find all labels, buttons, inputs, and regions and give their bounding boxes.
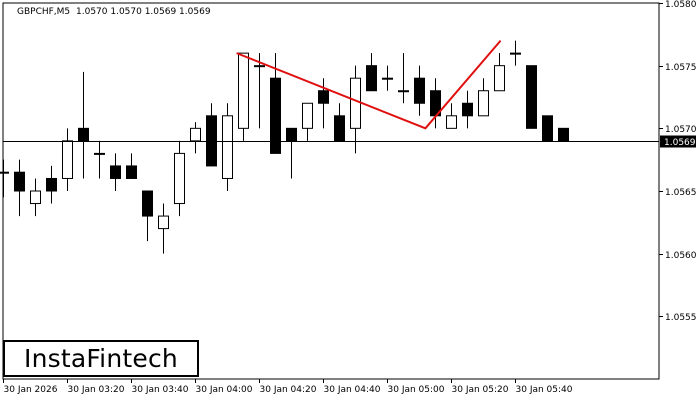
candles-layer <box>0 40 569 254</box>
y-tick-label: 1.0570 <box>665 125 697 135</box>
candle <box>126 153 137 179</box>
candle-body-bull <box>510 52 521 55</box>
logo-text: InstaFintech <box>24 344 178 373</box>
candle-body-bull <box>478 90 489 117</box>
candle-body-bull <box>174 152 185 205</box>
candle-body-bull <box>190 127 201 142</box>
candle <box>302 102 313 141</box>
x-tick-label: 30 Jan 04:00 <box>196 385 253 395</box>
candle <box>318 78 329 129</box>
candle <box>190 122 201 154</box>
candle-body-bull <box>30 190 41 205</box>
candle-body-bull <box>254 65 265 68</box>
candle-body-bear <box>14 171 25 192</box>
candle <box>334 103 345 142</box>
candle-body-bull <box>350 77 361 129</box>
candle-body-bear <box>270 77 281 154</box>
candle <box>398 53 409 104</box>
candle <box>446 103 457 129</box>
candle-body-bear <box>126 165 137 179</box>
candle-body-bear <box>142 190 153 217</box>
double-top-pattern-line <box>236 39 502 130</box>
candle <box>254 53 265 129</box>
logo-box: InstaFintech <box>3 340 199 377</box>
candle-body-bull <box>238 52 249 129</box>
candle-body-bull <box>222 115 233 179</box>
candle <box>110 153 121 191</box>
candle-body-bear <box>46 177 57 192</box>
candle-body-bear <box>318 90 329 104</box>
candle <box>558 127 569 142</box>
candle <box>30 178 41 217</box>
x-tick-label: 30 Jan 05:40 <box>516 385 573 395</box>
y-axis: 1.0580 1.0575 1.0570 1.0565 1.0560 1.0555 <box>659 0 697 323</box>
candle-body-bull <box>302 102 313 129</box>
candle <box>286 127 297 179</box>
plot-area <box>2 2 660 380</box>
candle <box>414 65 425 116</box>
current-price-layer: 1.0569 <box>3 135 696 148</box>
x-axis: 30 Jan 2026 30 Jan 03:20 30 Jan 03:40 30 Ja… <box>3 379 573 395</box>
candle <box>78 71 89 179</box>
candle <box>222 103 233 191</box>
candle <box>366 53 377 92</box>
chart-header-symbol: GBPCHF,M5 <box>17 7 70 17</box>
candle-body-bear <box>542 115 553 142</box>
y-tick-label: 1.0565 <box>665 188 697 198</box>
y-tick-label: 1.0560 <box>665 251 697 261</box>
candle <box>382 65 393 91</box>
chart-header-ohlc: 1.0570 1.0570 1.0569 1.0569 <box>76 7 211 17</box>
candle <box>462 90 473 129</box>
candle-body-bull <box>494 65 505 92</box>
candle <box>0 159 9 198</box>
x-tick-label: 30 Jan 03:40 <box>132 385 189 395</box>
candle-body-bull <box>0 171 9 174</box>
candle-body-bull <box>398 90 409 93</box>
x-tick-label: 30 Jan 04:40 <box>324 385 381 395</box>
candle <box>494 53 505 92</box>
x-tick-label: 30 Jan 05:20 <box>452 385 509 395</box>
candle-body-bull <box>62 140 73 179</box>
candle <box>142 190 153 242</box>
candle-body-bear <box>414 77 425 104</box>
y-tick-label: 1.0580 <box>665 0 697 10</box>
candle <box>94 140 105 179</box>
candle <box>158 203 169 254</box>
x-tick-label: 30 Jan 2026 <box>4 385 58 395</box>
candle-body-bear <box>462 102 473 117</box>
candle-body-bear <box>334 115 345 142</box>
candle-body-bull <box>158 215 169 230</box>
candle <box>238 52 249 141</box>
candle <box>174 140 185 217</box>
candle-body-bear <box>110 165 121 179</box>
candle <box>46 165 57 204</box>
current-price-box <box>660 135 696 148</box>
x-tick-label: 30 Jan 05:00 <box>388 385 445 395</box>
candle <box>14 159 25 217</box>
candle-body-bear <box>206 115 217 167</box>
x-tick-label: 30 Jan 03:20 <box>68 385 125 395</box>
candle <box>478 78 489 117</box>
candle-body-bull <box>446 115 457 129</box>
candle <box>206 103 217 167</box>
candle-body-bear <box>286 127 297 142</box>
y-tick-label: 1.0575 <box>665 63 697 73</box>
candle-body-bear <box>526 65 537 129</box>
candle <box>62 128 73 191</box>
candle-body-bear <box>558 127 569 142</box>
candle-body-bull <box>382 77 393 80</box>
candle-body-bear <box>366 65 377 92</box>
candle <box>526 65 537 129</box>
candle-body-bear <box>78 127 89 142</box>
candle <box>542 115 553 142</box>
y-tick-label: 1.0555 <box>665 313 697 323</box>
pattern-layer <box>236 39 502 130</box>
current-price-label: 1.0569 <box>664 138 696 148</box>
x-tick-label: 30 Jan 04:20 <box>260 385 317 395</box>
candle <box>510 40 521 66</box>
candle <box>270 53 281 154</box>
candle-body-bull <box>94 152 105 155</box>
